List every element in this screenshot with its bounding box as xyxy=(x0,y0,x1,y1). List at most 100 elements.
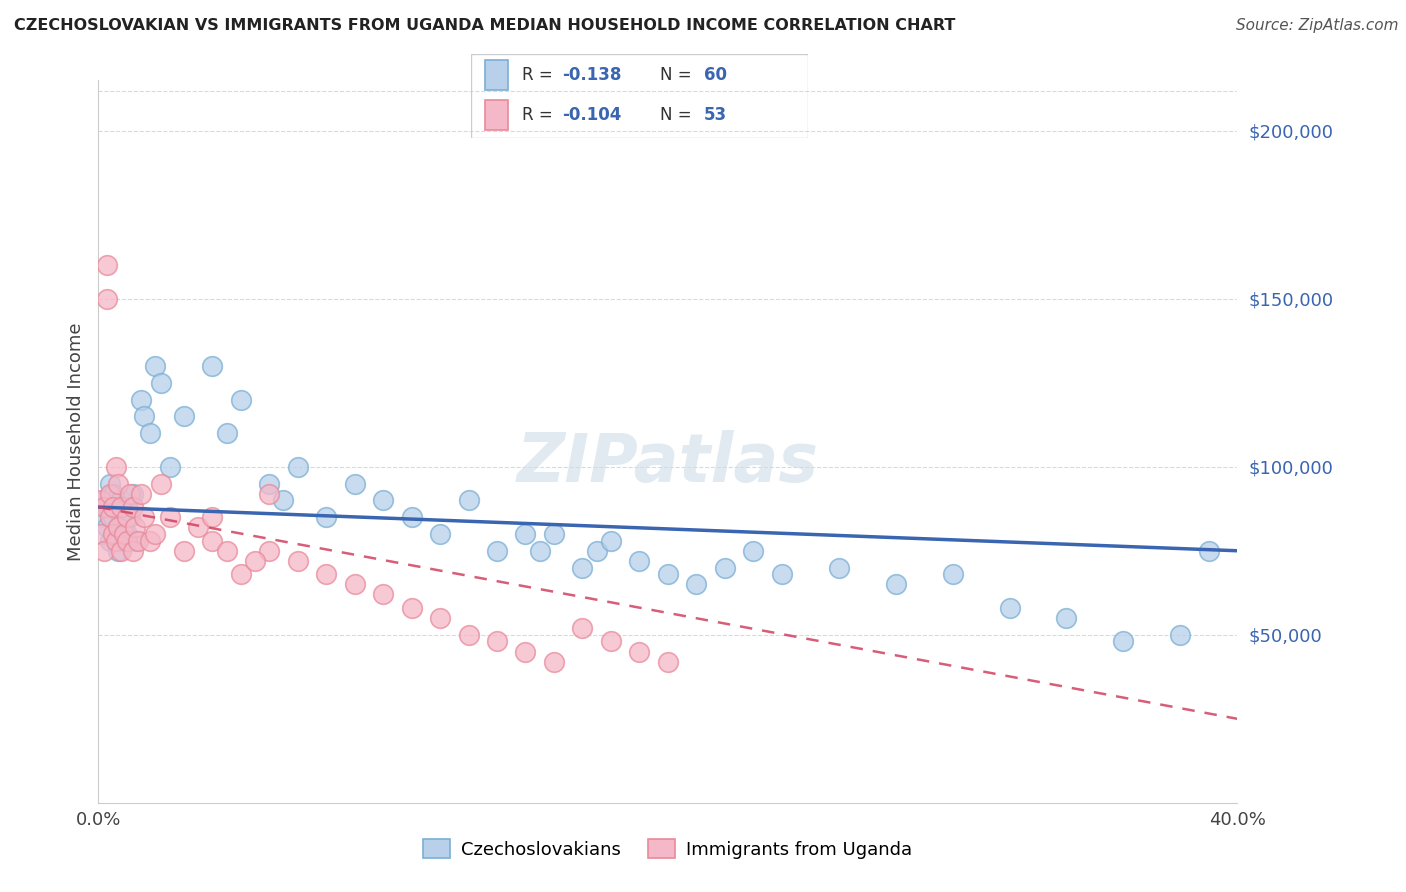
Point xyxy=(104,459,127,474)
Point xyxy=(110,500,132,514)
Y-axis label: Median Household Income: Median Household Income xyxy=(66,322,84,561)
Point xyxy=(828,560,851,574)
Point xyxy=(98,533,121,548)
Point xyxy=(159,510,181,524)
Point xyxy=(118,510,141,524)
Text: 60: 60 xyxy=(704,66,727,84)
Point xyxy=(96,258,118,272)
Point xyxy=(150,376,173,390)
Point xyxy=(93,543,115,558)
Point xyxy=(132,510,155,524)
Point xyxy=(129,392,152,407)
Point xyxy=(98,486,121,500)
Point xyxy=(229,392,252,407)
Point xyxy=(657,655,679,669)
Point xyxy=(201,359,224,373)
Text: -0.104: -0.104 xyxy=(562,106,621,124)
Point xyxy=(429,527,451,541)
Point xyxy=(101,500,124,514)
Point xyxy=(173,543,195,558)
Point xyxy=(107,520,129,534)
Point xyxy=(101,486,124,500)
Point xyxy=(150,476,173,491)
Point xyxy=(101,527,124,541)
Point xyxy=(107,476,129,491)
Point xyxy=(129,486,152,500)
Point xyxy=(287,554,309,568)
Point xyxy=(98,476,121,491)
Point xyxy=(110,543,132,558)
Point xyxy=(115,510,138,524)
Point xyxy=(942,567,965,582)
Point xyxy=(124,533,146,548)
Text: Source: ZipAtlas.com: Source: ZipAtlas.com xyxy=(1236,18,1399,33)
Point xyxy=(98,510,121,524)
Point xyxy=(96,500,118,514)
Point xyxy=(1056,611,1078,625)
Point xyxy=(132,409,155,424)
Point xyxy=(110,493,132,508)
Point xyxy=(101,510,124,524)
Point xyxy=(486,543,509,558)
Point xyxy=(93,500,115,514)
Point xyxy=(112,527,135,541)
Point xyxy=(1170,628,1192,642)
Point xyxy=(121,543,143,558)
Point xyxy=(145,359,167,373)
Point xyxy=(127,533,149,548)
Point xyxy=(215,426,238,441)
Point xyxy=(457,628,479,642)
Point xyxy=(93,493,115,508)
Point xyxy=(600,533,623,548)
Point xyxy=(315,567,337,582)
Point xyxy=(628,644,651,658)
Point xyxy=(90,493,112,508)
FancyBboxPatch shape xyxy=(485,100,508,130)
Point xyxy=(215,543,238,558)
Point xyxy=(159,459,181,474)
Point xyxy=(201,533,224,548)
Point xyxy=(107,543,129,558)
Text: CZECHOSLOVAKIAN VS IMMIGRANTS FROM UGANDA MEDIAN HOUSEHOLD INCOME CORRELATION CH: CZECHOSLOVAKIAN VS IMMIGRANTS FROM UGAND… xyxy=(14,18,956,33)
Point xyxy=(571,560,593,574)
Point xyxy=(259,476,281,491)
Point xyxy=(628,554,651,568)
Point xyxy=(259,543,281,558)
Point xyxy=(457,493,479,508)
Point xyxy=(145,527,167,541)
Point xyxy=(115,533,138,548)
Point xyxy=(104,533,127,548)
Point xyxy=(96,292,118,306)
Point xyxy=(115,527,138,541)
Point xyxy=(657,567,679,582)
Point xyxy=(104,527,127,541)
Point xyxy=(515,527,537,541)
Point xyxy=(401,510,423,524)
Text: -0.138: -0.138 xyxy=(562,66,621,84)
Text: 53: 53 xyxy=(704,106,727,124)
Point xyxy=(1198,543,1220,558)
Point xyxy=(543,655,565,669)
Point xyxy=(685,577,707,591)
Point xyxy=(373,587,395,601)
Point xyxy=(118,486,141,500)
Point xyxy=(714,560,737,574)
Point xyxy=(884,577,907,591)
Point xyxy=(110,510,132,524)
Point xyxy=(585,543,607,558)
Point xyxy=(104,500,127,514)
Point xyxy=(259,486,281,500)
FancyBboxPatch shape xyxy=(485,61,508,90)
Point xyxy=(201,510,224,524)
Point xyxy=(600,634,623,648)
Point xyxy=(429,611,451,625)
Point xyxy=(115,500,138,514)
Point xyxy=(173,409,195,424)
Point xyxy=(343,577,366,591)
Text: N =: N = xyxy=(659,106,697,124)
Point xyxy=(96,520,118,534)
Text: N =: N = xyxy=(659,66,697,84)
Point xyxy=(373,493,395,508)
Point xyxy=(138,533,160,548)
Point xyxy=(998,600,1021,615)
